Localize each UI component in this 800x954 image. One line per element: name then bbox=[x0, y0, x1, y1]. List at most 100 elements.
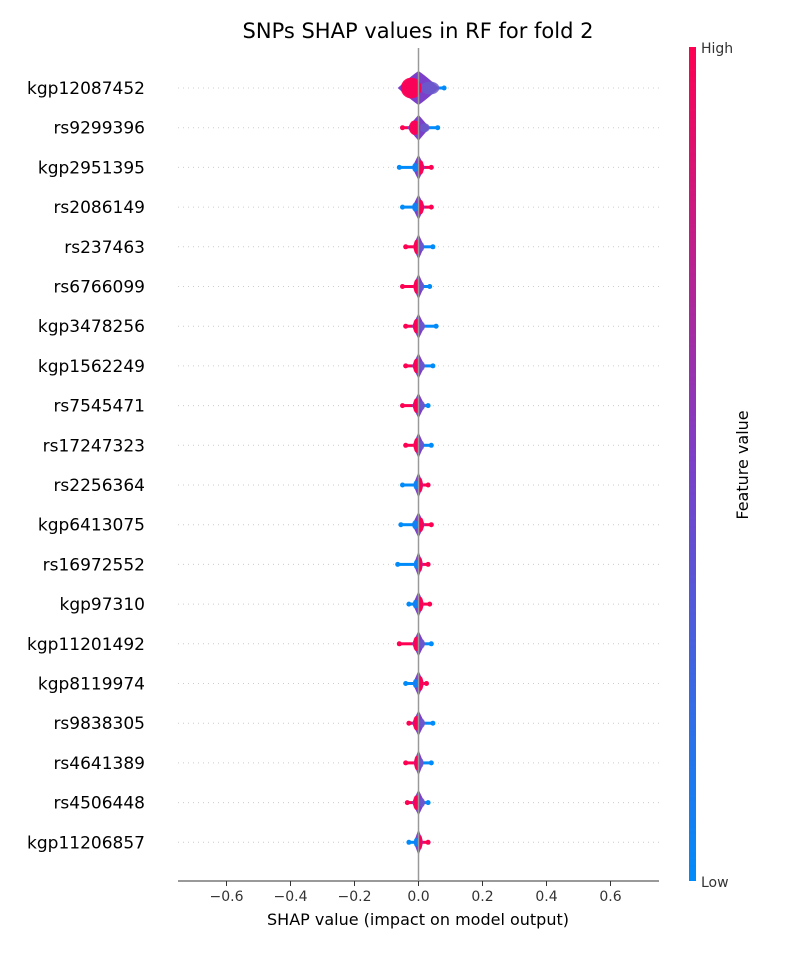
violin-max-point bbox=[425, 403, 431, 409]
feature-label: rs9299396 bbox=[53, 119, 145, 139]
feature-label: kgp6413075 bbox=[38, 516, 145, 536]
violin-min-point bbox=[396, 641, 402, 647]
feature-row-kgp2951395: kgp2951395 bbox=[38, 154, 659, 181]
violin-low-lobe bbox=[419, 401, 425, 411]
feature-row-rs4506448: rs4506448 bbox=[53, 789, 659, 816]
violin-tail-left bbox=[397, 562, 419, 566]
violin-min-point bbox=[404, 800, 410, 806]
violin-low-lobe bbox=[412, 599, 418, 609]
feature-label: rs4506448 bbox=[53, 794, 145, 814]
violin-tail-left bbox=[402, 285, 419, 288]
chart-title: SNPs SHAP values in RF for fold 2 bbox=[243, 19, 594, 43]
x-tick-label: 0.2 bbox=[471, 889, 493, 905]
feature-label: rs6766099 bbox=[53, 278, 145, 298]
violin-tail-left bbox=[405, 443, 419, 447]
feature-label: rs237463 bbox=[64, 238, 145, 258]
violin-max-point bbox=[425, 839, 431, 845]
violin-low-lobe bbox=[412, 202, 418, 212]
violin-low-lobe bbox=[419, 798, 425, 808]
violin-max-point bbox=[428, 442, 434, 448]
colorbar-title: Feature value bbox=[733, 410, 752, 519]
feature-row-rs6766099: rs6766099 bbox=[53, 273, 659, 300]
violin-min-point bbox=[400, 482, 405, 488]
violin-tail-right bbox=[418, 245, 433, 249]
feature-row-kgp3478256: kgp3478256 bbox=[38, 313, 659, 340]
feature-label: rs16972552 bbox=[43, 555, 145, 575]
violin-max-point bbox=[428, 641, 434, 647]
violin-tail-left bbox=[402, 404, 419, 408]
violin-tail-left bbox=[399, 642, 419, 646]
violin-low-lobe bbox=[419, 242, 425, 252]
violin-low-lobe bbox=[412, 520, 418, 530]
violin-min-point bbox=[395, 561, 401, 567]
feature-row-rs2086149: rs2086149 bbox=[53, 194, 659, 221]
feature-row-kgp11201492: kgp11201492 bbox=[27, 630, 659, 657]
violin-low-lobe bbox=[419, 718, 425, 728]
violin-max-point bbox=[424, 681, 429, 686]
violin-low-lobe bbox=[419, 758, 424, 768]
violin-low-lobe bbox=[413, 559, 419, 569]
feature-row-rs9838305: rs9838305 bbox=[53, 710, 659, 737]
feature-label: rs7545471 bbox=[53, 397, 145, 417]
violin-max-point bbox=[441, 85, 447, 91]
violin-tail-right bbox=[418, 761, 432, 765]
violin-min-point bbox=[400, 284, 405, 289]
violin-high-lobe bbox=[408, 120, 421, 135]
violin-low-lobe bbox=[419, 282, 425, 291]
violin-max-point bbox=[428, 164, 434, 170]
violin-max-point bbox=[430, 363, 436, 369]
violin-tail-right bbox=[418, 721, 433, 725]
violin-low-lobe bbox=[412, 679, 418, 688]
violin-low-lobe bbox=[419, 321, 425, 331]
violin-max-point bbox=[427, 601, 433, 607]
violin-max-point bbox=[425, 561, 431, 567]
violin-min-point bbox=[403, 760, 409, 766]
feature-row-kgp12087452: kgp12087452 bbox=[27, 71, 659, 105]
x-tick-label: −0.4 bbox=[274, 889, 308, 905]
feature-label: rs2086149 bbox=[53, 198, 145, 218]
feature-label: kgp3478256 bbox=[38, 317, 145, 337]
feature-row-rs2256364: rs2256364 bbox=[53, 472, 659, 498]
violin-tail-right bbox=[418, 324, 437, 328]
feature-label: rs9838305 bbox=[53, 714, 145, 734]
violin-min-point bbox=[403, 244, 409, 250]
violin-min-point bbox=[406, 720, 412, 726]
feature-label: kgp8119974 bbox=[38, 675, 145, 695]
violin-tail-left bbox=[405, 682, 419, 685]
violin-tail-left bbox=[405, 245, 419, 249]
violin-max-point bbox=[425, 800, 431, 806]
feature-label: kgp12087452 bbox=[27, 79, 145, 99]
x-axis-ticks: −0.6 −0.4 −0.2 0.0 0.2 0.4 0.6 bbox=[210, 881, 622, 905]
violin-high-lobe bbox=[400, 77, 422, 99]
x-tick-label: 0.4 bbox=[535, 889, 557, 905]
feature-label: rs4641389 bbox=[53, 754, 145, 774]
x-tick-label: 0.6 bbox=[599, 889, 621, 905]
violin-min-point bbox=[398, 522, 404, 528]
violin-low-lobe bbox=[420, 81, 440, 95]
feature-row-rs7545471: rs7545471 bbox=[53, 392, 659, 419]
violin-low-lobe bbox=[419, 361, 425, 371]
violin-min-point bbox=[400, 125, 405, 131]
violin-min-point bbox=[406, 601, 412, 607]
violin-tail-right bbox=[418, 443, 432, 447]
violin-tail-left bbox=[402, 483, 419, 487]
violin-min-point bbox=[403, 442, 409, 448]
violin-max-point bbox=[435, 125, 441, 131]
feature-row-kgp97310: kgp97310 bbox=[59, 591, 659, 618]
violin-max-point bbox=[430, 720, 436, 726]
feature-label: kgp11206857 bbox=[27, 833, 145, 853]
violin-low-lobe bbox=[413, 837, 419, 847]
violin-min-point bbox=[403, 681, 409, 686]
violin-max-point bbox=[428, 522, 434, 528]
feature-row-rs237463: rs237463 bbox=[64, 233, 659, 260]
feature-label: kgp2951395 bbox=[38, 158, 145, 178]
feature-label: kgp1562249 bbox=[38, 357, 145, 377]
x-axis-label: SHAP value (impact on model output) bbox=[267, 910, 569, 929]
feature-row-rs16972552: rs16972552 bbox=[43, 551, 659, 578]
violin-max-point bbox=[428, 204, 434, 210]
violin-max-point bbox=[427, 284, 433, 289]
violin-min-point bbox=[406, 839, 412, 845]
feature-label: rs17247323 bbox=[43, 436, 145, 456]
violin-tail-right bbox=[418, 364, 433, 368]
